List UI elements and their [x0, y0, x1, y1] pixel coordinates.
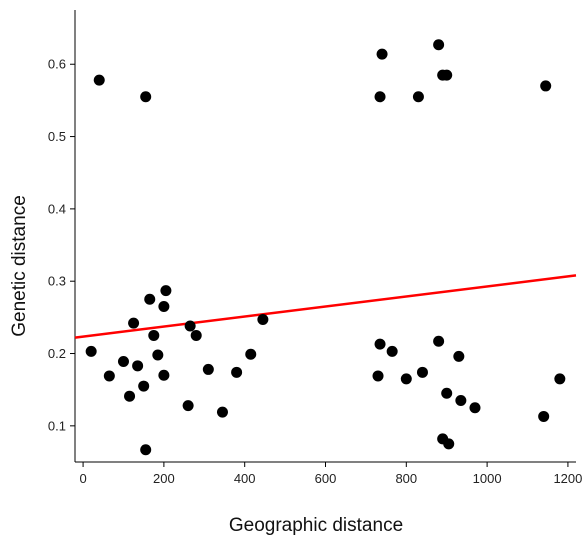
- data-point: [412, 91, 424, 103]
- data-point: [184, 320, 196, 332]
- data-point: [455, 395, 467, 407]
- data-point: [257, 314, 269, 326]
- data-point: [152, 349, 164, 361]
- data-point: [140, 91, 152, 103]
- data-point: [85, 345, 97, 357]
- data-point: [374, 91, 386, 103]
- data-point: [441, 69, 453, 81]
- y-tick-label: 0.2: [48, 346, 66, 361]
- y-tick-label: 0.3: [48, 274, 66, 289]
- y-tick-label: 0.1: [48, 418, 66, 433]
- data-point: [216, 406, 228, 418]
- data-point: [376, 48, 388, 60]
- data-point: [138, 380, 150, 392]
- x-ticks: 0 200 400 600 800 1000 1200: [79, 462, 582, 486]
- trend-line-group: [74, 274, 577, 339]
- data-point: [93, 74, 105, 86]
- data-point: [245, 348, 257, 360]
- y-ticks: 0.1 0.2 0.3 0.4 0.5 0.6: [48, 57, 75, 433]
- y-tick-label: 0.4: [48, 201, 66, 216]
- data-point: [117, 355, 129, 367]
- data-point: [182, 400, 194, 412]
- data-point: [160, 285, 172, 297]
- data-point: [158, 301, 170, 313]
- data-point: [140, 444, 152, 456]
- x-tick-label: 0: [79, 471, 86, 486]
- data-point: [400, 373, 412, 385]
- data-point: [148, 329, 160, 341]
- x-tick-label: 1000: [473, 471, 502, 486]
- data-point: [132, 360, 144, 372]
- data-point: [158, 369, 170, 381]
- y-tick-label: 0.6: [48, 57, 66, 72]
- data-point: [554, 373, 566, 385]
- data-point: [372, 370, 384, 382]
- data-point: [128, 317, 140, 329]
- data-point: [443, 438, 455, 450]
- x-tick-label: 400: [234, 471, 256, 486]
- data-point: [144, 293, 156, 305]
- data-point: [231, 366, 243, 378]
- data-point: [453, 350, 465, 362]
- data-points: [85, 39, 566, 456]
- data-point: [124, 390, 136, 402]
- y-axis-title: Genetic distance: [9, 195, 30, 337]
- data-point: [202, 363, 214, 375]
- data-point: [540, 80, 552, 92]
- data-point: [469, 402, 481, 414]
- x-tick-label: 800: [395, 471, 417, 486]
- data-point: [441, 387, 453, 399]
- axes: [74, 10, 576, 463]
- x-tick-label: 600: [315, 471, 337, 486]
- data-point: [433, 335, 445, 347]
- x-tick-label: 1200: [553, 471, 582, 486]
- data-point: [538, 410, 550, 422]
- data-point: [190, 329, 202, 341]
- data-point: [386, 345, 398, 357]
- data-point: [416, 366, 428, 378]
- data-point: [103, 370, 115, 382]
- trend-line: [74, 274, 577, 339]
- data-point: [433, 39, 445, 51]
- x-axis-title: Geographic distance: [229, 515, 403, 536]
- x-tick-label: 200: [153, 471, 175, 486]
- data-point: [374, 338, 386, 350]
- y-tick-label: 0.5: [48, 129, 66, 144]
